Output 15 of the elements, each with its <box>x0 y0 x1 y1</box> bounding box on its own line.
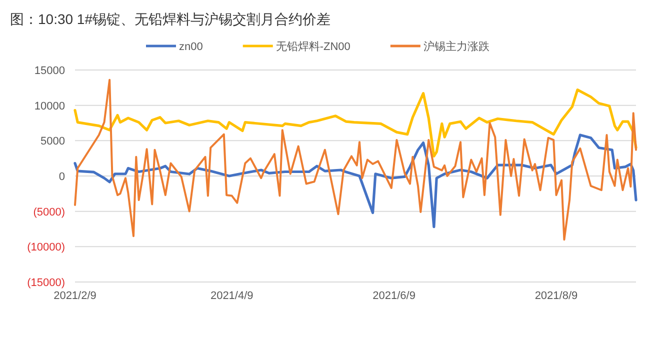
title: 图：10:30 1#锡锭、无铅焊料与沪锡交割月合约价差 <box>10 11 330 27</box>
ytick: (10000) <box>27 242 65 254</box>
ytick: (5000) <box>33 206 65 218</box>
ytick: 15000 <box>34 65 65 77</box>
xtick: 2021/6/9 <box>372 290 416 302</box>
legend-label: 沪锡主力涨跌 <box>423 40 490 53</box>
legend-label: 无铅焊料-ZN00 <box>276 40 350 53</box>
xtick: 2021/2/9 <box>54 290 96 302</box>
xtick: 2021/4/9 <box>210 290 254 302</box>
legend-label: zn00 <box>179 41 203 53</box>
ytick: 0 <box>58 171 65 183</box>
xtick: 2021/8/9 <box>534 290 578 302</box>
ytick: 10000 <box>34 100 65 112</box>
ytick: (15000) <box>27 277 65 289</box>
ytick: 5000 <box>40 136 65 148</box>
